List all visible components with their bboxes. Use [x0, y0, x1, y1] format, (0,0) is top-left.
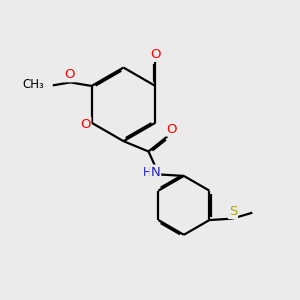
Text: O: O: [150, 48, 160, 61]
Text: N: N: [150, 166, 160, 178]
Text: O: O: [80, 118, 90, 131]
Text: O: O: [64, 68, 75, 81]
Text: H: H: [143, 166, 152, 178]
Text: S: S: [229, 205, 237, 218]
Text: O: O: [167, 123, 177, 136]
Text: CH₃: CH₃: [22, 78, 44, 91]
